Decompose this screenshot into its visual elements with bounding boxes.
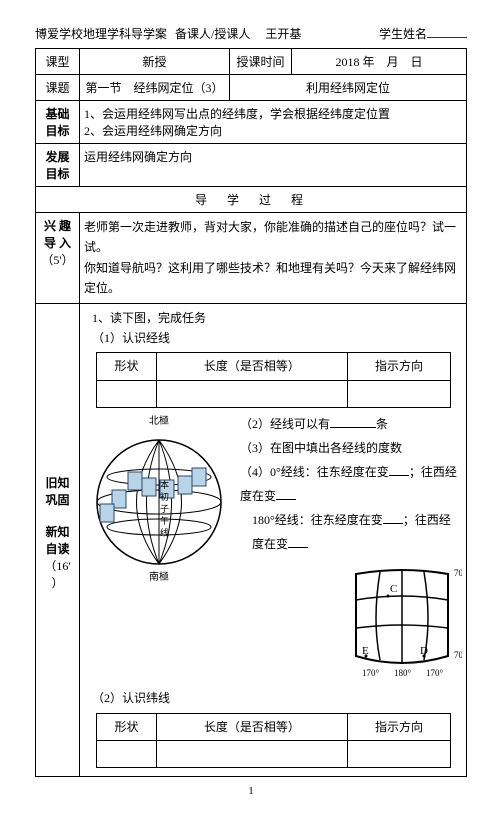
svg-text:180°: 180° [394,668,412,678]
col-direction: 指示方向 [347,353,451,380]
topic-value: 第一节 经纬网定位（3） [80,75,230,101]
svg-text:本: 本 [160,479,169,490]
type-value: 新授 [80,49,230,75]
review-label: 旧知巩固 新知自读 （16' ） [36,303,80,777]
student-name-blank[interactable] [427,37,467,38]
north-label: 北極 [149,414,169,427]
type-label: 课型 [36,49,80,75]
svg-text:初: 初 [160,491,169,502]
cell-blank[interactable] [156,740,347,767]
weixian-table: 形状 长度（是否相等） 指示方向 [96,713,451,769]
worksheet-table: 课型 新授 授课时间 2018 年 月 日 课题 第一节 经纬网定位（3） 利用… [35,48,467,777]
school-name: 博爱学校地理学科导学案 [35,25,175,42]
col-shape: 形状 [97,353,157,380]
student-name-label: 学生姓名 [379,25,467,42]
jingxian-table: 形状 长度（是否相等） 指示方向 [96,352,451,408]
col-direction: 指示方向 [347,713,451,740]
page-number: 1 [35,785,467,797]
globe-questions: （2）经线可以有条 （3）在图中填出各经线的度数 （4）0°经线：往东经度在变；… [234,412,462,688]
svg-text:70°: 70° [454,568,462,578]
svg-text:170°: 170° [362,668,380,678]
col-shape: 形状 [97,713,157,740]
cell-blank[interactable] [97,380,157,407]
blank-fill[interactable] [383,512,403,524]
dev-goal-label: 发展目标 [36,144,80,187]
prep-label: 备课人/授课人 [175,27,250,41]
svg-text:70°: 70° [454,650,462,660]
section-title: 导 学 过 程 [36,187,467,213]
svg-text:170°: 170° [426,668,444,678]
dev-goal-content: 运用经纬网确定方向 [80,144,467,187]
svg-text:午: 午 [160,515,169,526]
cell-blank[interactable] [347,740,451,767]
blank-fill[interactable] [276,488,296,500]
interest-label: 兴 趣导 入 （5'） [36,213,80,304]
basic-goal-label: 基础目标 [36,101,80,144]
time-value: 2018 年 月 日 [292,49,467,75]
basic-goal-content: 1、会运用经纬网写出点的经纬度，学会根据经纬度定位置 2、会运用经纬网确定方向 [80,101,467,144]
blank-fill[interactable] [330,416,376,428]
col-length: 长度（是否相等） [156,713,347,740]
review-content: 1、读下图，完成任务 （1）认识经线 形状 长度（是否相等） 指示方向 北 [80,303,467,777]
blank-fill[interactable] [389,464,409,476]
blank-fill[interactable] [288,536,308,548]
col-length: 长度（是否相等） [156,353,347,380]
topic-label: 课题 [36,75,80,101]
topic-side: 利用经纬网定位 [230,75,467,101]
prep-name: 王开基 [265,27,301,41]
cell-blank[interactable] [97,740,157,767]
cell-blank[interactable] [156,380,347,407]
cell-blank[interactable] [347,380,451,407]
south-label: 南極 [149,570,169,582]
time-label: 授课时间 [230,49,292,75]
svg-text:C: C [390,583,397,595]
globe-diagram: 北極 [84,412,234,588]
grid-diagram: 70° 70° C E D 170° 180° 170° [342,560,462,688]
svg-text:子: 子 [160,504,169,514]
interest-content: 老师第一次走进教师，背对大家，你能准确的描述自己的座位吗？试一试。 你知道导航吗… [80,213,467,304]
preparer: 备课人/授课人 王开基 [175,25,305,42]
svg-text:线: 线 [160,527,169,538]
